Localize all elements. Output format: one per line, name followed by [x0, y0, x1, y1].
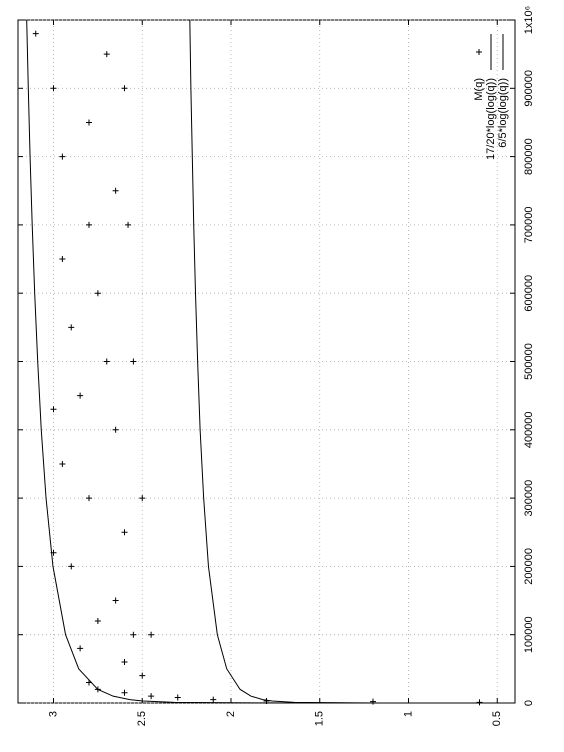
x-tick-label: 700000	[523, 207, 535, 244]
legend-marker	[476, 49, 482, 55]
y-tick-label: 2.5	[136, 711, 148, 726]
data-point	[125, 221, 132, 228]
y-tick-label: 2	[225, 711, 237, 717]
data-point	[94, 618, 101, 625]
y-tick-label: 1.5	[314, 711, 326, 726]
data-point	[112, 426, 119, 433]
data-point	[121, 85, 128, 92]
data-point	[112, 597, 119, 604]
data-point	[174, 694, 181, 701]
rotated-plot: 0 100000 200000 300000 400000 500000 600000 700…	[17, 6, 535, 726]
x-tick-label: 500000	[523, 343, 535, 380]
data-point	[32, 30, 39, 37]
data-point	[130, 631, 137, 638]
x-tick-label: 0	[523, 700, 535, 706]
data-point	[94, 290, 101, 297]
data-point	[86, 221, 92, 228]
curve	[189, 19, 515, 704]
data-point	[77, 392, 84, 399]
data-point	[139, 495, 146, 502]
y-tick-label: 1	[402, 711, 414, 717]
data-point	[139, 672, 146, 679]
data-point	[210, 696, 217, 703]
data-point	[121, 689, 128, 696]
data-point	[370, 698, 376, 705]
data-point	[59, 460, 66, 467]
x-tick-label: 100000	[523, 616, 535, 653]
data-point	[148, 631, 155, 638]
x-tick-label: 400000	[523, 411, 535, 448]
data-point	[476, 699, 483, 706]
data-point	[50, 406, 57, 413]
legend-label: M(q)	[473, 78, 485, 101]
x-tick-label: 300000	[523, 480, 535, 517]
x-tick-label: 600000	[523, 275, 535, 312]
x-tick-label: 800000	[523, 138, 535, 175]
x-tick-label: 1x10⁶	[523, 6, 535, 34]
data-point	[68, 563, 75, 570]
data-point	[103, 51, 110, 58]
data-point	[130, 358, 137, 365]
y-tick-label: 0.5	[491, 711, 503, 726]
data-point	[50, 85, 57, 92]
data-point	[59, 153, 66, 160]
data-point	[68, 324, 75, 331]
data-point	[121, 529, 128, 536]
data-point	[103, 358, 110, 365]
data-point	[112, 187, 119, 194]
data-point	[121, 659, 128, 666]
data-point	[86, 495, 92, 502]
curve	[26, 19, 485, 704]
legend-label: 6/5*log(log(q))	[497, 78, 509, 148]
data-point	[148, 693, 155, 700]
x-tick-label: 200000	[523, 548, 535, 585]
x-tick-label: 900000	[523, 70, 535, 107]
data-point	[86, 119, 92, 126]
data-point	[77, 645, 84, 652]
data-point	[59, 256, 66, 263]
y-tick-label: 3	[47, 711, 59, 717]
legend-label: 17/20*log(log(q))	[485, 78, 497, 160]
